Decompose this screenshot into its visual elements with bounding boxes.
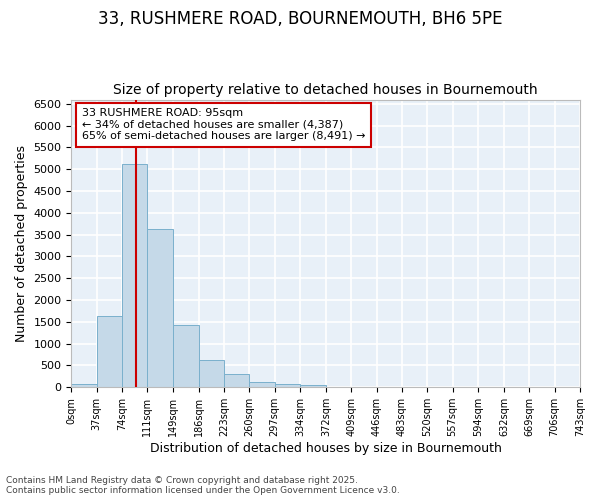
X-axis label: Distribution of detached houses by size in Bournemouth: Distribution of detached houses by size … [150,442,502,455]
Bar [326,386,352,387]
Title: Size of property relative to detached houses in Bournemouth: Size of property relative to detached ho… [113,83,538,97]
Text: 33, RUSHMERE ROAD, BOURNEMOUTH, BH6 5PE: 33, RUSHMERE ROAD, BOURNEMOUTH, BH6 5PE [98,10,502,28]
Bar [199,360,224,387]
Bar [148,230,173,387]
Text: 33 RUSHMERE ROAD: 95sqm
← 34% of detached houses are smaller (4,387)
65% of semi: 33 RUSHMERE ROAD: 95sqm ← 34% of detache… [82,108,365,142]
Bar [224,374,250,387]
Text: Contains HM Land Registry data © Crown copyright and database right 2025.
Contai: Contains HM Land Registry data © Crown c… [6,476,400,495]
Bar [71,384,97,387]
Bar [173,326,199,387]
Bar [97,316,122,387]
Y-axis label: Number of detached properties: Number of detached properties [15,145,28,342]
Bar [250,382,275,387]
Bar [275,384,300,387]
Bar [122,164,148,387]
Bar [300,386,326,387]
